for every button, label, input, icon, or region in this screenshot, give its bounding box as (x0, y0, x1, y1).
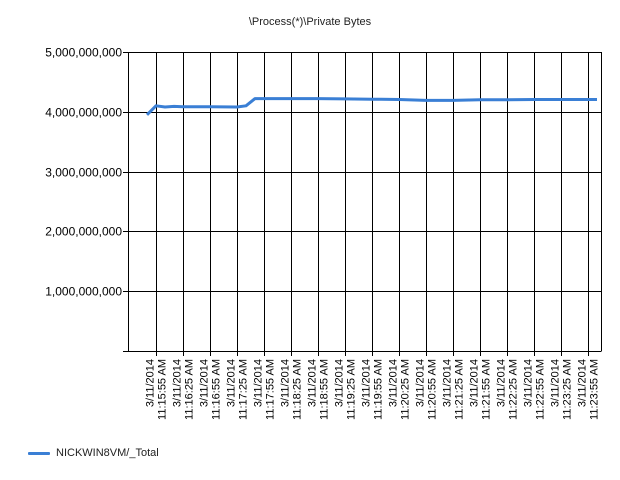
x-tick-date: 3/11/2014 (226, 359, 238, 407)
y-tick-label: 5,000,000,000 (45, 46, 122, 60)
x-tick-label: 3/11/2014 11:23:25 AM (550, 359, 574, 420)
x-tick-time: 11:22:25 AM (508, 359, 520, 420)
x-tick-date: 3/11/2014 (388, 359, 400, 407)
x-tick-date: 3/11/2014 (415, 359, 427, 407)
y-tick-label: 3,000,000,000 (45, 166, 122, 180)
x-axis-tick-labels: 3/11/2014 11:15:55 AM 3/11/2014 11:16:25 AM… (145, 359, 601, 420)
x-tick-date: 3/11/2014 (199, 359, 211, 407)
axes (123, 52, 602, 352)
x-tick-time: 11:19:55 AM (373, 359, 385, 420)
x-tick-time: 11:23:25 AM (562, 359, 574, 420)
x-tick-label: 3/11/2014 11:22:25 AM (496, 359, 520, 420)
x-tick-date: 3/11/2014 (253, 359, 265, 407)
x-tick-label: 3/11/2014 11:16:25 AM (172, 359, 196, 420)
y-axis-tick-labels: 1,000,000,000 2,000,000,000 3,000,000,000 4… (45, 46, 122, 299)
x-tick-time: 11:23:55 AM (589, 359, 601, 420)
x-tick-time: 11:17:25 AM (238, 359, 250, 420)
x-tick-date: 3/11/2014 (496, 359, 508, 407)
chart-title: \Process(*)\Private Bytes (249, 16, 372, 28)
x-tick-time: 11:18:55 AM (319, 359, 331, 420)
x-tick-date: 3/11/2014 (280, 359, 292, 407)
x-tick-date: 3/11/2014 (469, 359, 481, 407)
legend: NICKWIN8VM/_Total (28, 445, 159, 461)
x-tick-label: 3/11/2014 11:17:25 AM (226, 359, 250, 420)
x-tick-date: 3/11/2014 (577, 359, 589, 407)
x-tick-time: 11:21:25 AM (454, 359, 466, 420)
x-tick-label: 3/11/2014 11:23:55 AM (577, 359, 601, 420)
series-line (145, 97, 597, 116)
x-tick-date: 3/11/2014 (307, 359, 319, 407)
series-lines (145, 97, 597, 116)
x-tick-date: 3/11/2014 (172, 359, 184, 407)
x-tick-label: 3/11/2014 11:20:25 AM (388, 359, 412, 420)
x-tick-date: 3/11/2014 (145, 359, 157, 407)
x-tick-label: 3/11/2014 11:21:25 AM (442, 359, 466, 420)
y-tick-label: 2,000,000,000 (45, 225, 122, 239)
x-tick-label: 3/11/2014 11:21:55 AM (469, 359, 493, 420)
x-tick-label: 3/11/2014 11:18:55 AM (307, 359, 331, 420)
grid (123, 52, 601, 356)
x-tick-date: 3/11/2014 (550, 359, 562, 407)
x-tick-label: 3/11/2014 11:22:55 AM (523, 359, 547, 420)
x-tick-time: 11:22:55 AM (535, 359, 547, 420)
x-tick-date: 3/11/2014 (334, 359, 346, 407)
x-tick-time: 11:18:25 AM (292, 359, 304, 420)
x-tick-time: 11:21:55 AM (481, 359, 493, 420)
x-tick-label: 3/11/2014 11:18:25 AM (280, 359, 304, 420)
x-tick-label: 3/11/2014 11:20:55 AM (415, 359, 439, 420)
x-tick-label: 3/11/2014 11:15:55 AM (145, 359, 169, 420)
legend-swatch (28, 451, 50, 455)
x-tick-time: 11:17:55 AM (265, 359, 277, 420)
y-tick-label: 4,000,000,000 (45, 106, 122, 120)
x-tick-label: 3/11/2014 11:19:55 AM (361, 359, 385, 420)
y-tick-label: 1,000,000,000 (45, 285, 122, 299)
x-tick-time: 11:16:55 AM (211, 359, 223, 420)
x-tick-time: 11:15:55 AM (157, 359, 169, 420)
x-tick-time: 11:20:55 AM (427, 359, 439, 420)
x-tick-label: 3/11/2014 11:16:55 AM (199, 359, 223, 420)
x-tick-date: 3/11/2014 (361, 359, 373, 407)
x-tick-time: 11:16:25 AM (184, 359, 196, 420)
x-tick-time: 11:20:25 AM (400, 359, 412, 420)
x-tick-label: 3/11/2014 11:19:25 AM (334, 359, 358, 420)
x-tick-time: 11:19:25 AM (346, 359, 358, 420)
x-tick-date: 3/11/2014 (523, 359, 535, 407)
x-tick-date: 3/11/2014 (442, 359, 454, 407)
legend-label: NICKWIN8VM/_Total (56, 447, 159, 459)
x-tick-label: 3/11/2014 11:17:55 AM (253, 359, 277, 420)
